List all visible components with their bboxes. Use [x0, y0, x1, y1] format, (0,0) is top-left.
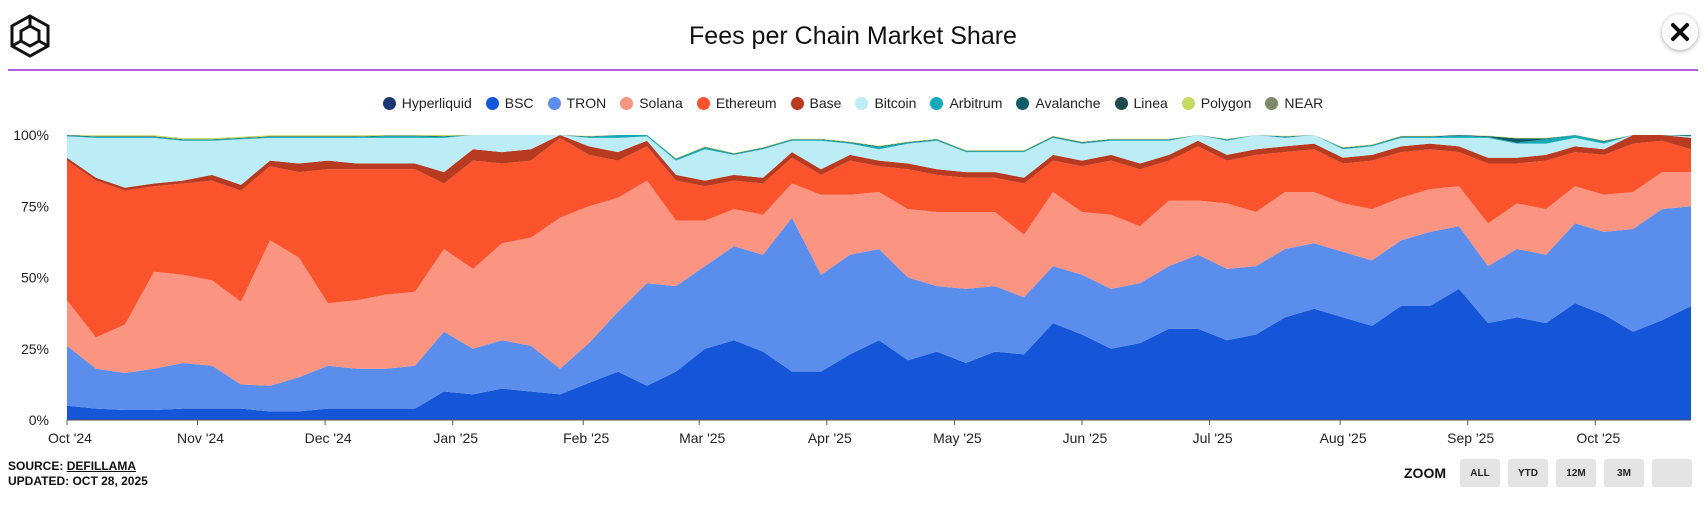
- legend-item-polygon[interactable]: Polygon: [1181, 95, 1252, 111]
- updated-date: UPDATED: OCT 28, 2025: [8, 474, 148, 488]
- x-tick-label: Dec '24: [305, 430, 352, 446]
- area-arbitrum[interactable]: [67, 135, 1691, 161]
- source-link[interactable]: DEFILLAMA: [66, 459, 137, 473]
- legend-item-solana[interactable]: Solana: [620, 95, 683, 111]
- close-button[interactable]: [1662, 14, 1698, 50]
- legend-item-linea[interactable]: Linea: [1114, 95, 1168, 111]
- area-bitcoin[interactable]: [67, 135, 1691, 188]
- x-tick-label: Oct '25: [1576, 430, 1620, 446]
- area-base[interactable]: [67, 135, 1691, 191]
- y-tick-label: 50%: [21, 270, 49, 286]
- legend-label: Bitcoin: [874, 95, 917, 111]
- legend-swatch: [930, 96, 944, 110]
- area-polygon[interactable]: [67, 135, 1691, 159]
- x-tick-label: Aug '25: [1320, 430, 1367, 446]
- logo-icon: [10, 14, 50, 58]
- legend-item-ethereum[interactable]: Ethereum: [696, 95, 777, 111]
- legend-item-avalanche[interactable]: Avalanche: [1016, 95, 1101, 111]
- close-icon: [1671, 23, 1689, 41]
- y-tick-label: 0%: [29, 412, 49, 428]
- legend-label: Linea: [1133, 95, 1168, 111]
- legend-label: Arbitrum: [949, 95, 1003, 111]
- zoom-ytd-button[interactable]: YTD: [1508, 459, 1548, 487]
- legend-swatch: [855, 96, 869, 110]
- legend-label: Polygon: [1200, 95, 1252, 111]
- x-tick-label: Jun '25: [1063, 430, 1108, 446]
- legend-label: TRON: [566, 95, 607, 111]
- legend-item-arbitrum[interactable]: Arbitrum: [930, 95, 1002, 111]
- legend-swatch: [1265, 96, 1279, 110]
- legend-label: Solana: [639, 95, 683, 111]
- legend-swatch: [382, 96, 396, 110]
- area-tron[interactable]: [67, 206, 1691, 412]
- legend-label: Base: [809, 95, 842, 111]
- legend-swatch: [1181, 96, 1195, 110]
- legend-item-hyperliquid[interactable]: Hyperliquid: [382, 95, 472, 111]
- legend-label: Hyperliquid: [401, 95, 472, 111]
- zoom-12m-button[interactable]: 12M: [1556, 459, 1596, 487]
- x-tick-label: Mar '25: [679, 430, 725, 446]
- x-tick-label: Jan '25: [433, 430, 478, 446]
- legend-swatch: [696, 96, 710, 110]
- legend-item-bsc[interactable]: BSC: [485, 95, 534, 111]
- legend-swatch: [1016, 96, 1030, 110]
- stacked-area-chart: 0% 25% 50% 75% 100% Oct '24 Nov '24 Dec '24 Jan …: [13, 127, 1691, 446]
- legend-label: Avalanche: [1035, 95, 1101, 111]
- zoom-label: ZOOM: [1404, 465, 1446, 481]
- zoom-controls: ZOOM ALL YTD 12M 3M: [1404, 459, 1692, 487]
- chart-legend: Hyperliquid BSC TRON Solana Ethereum Base Bitc…: [0, 95, 1706, 111]
- legend-label: BSC: [504, 95, 534, 111]
- x-tick-label: Nov '24: [177, 430, 224, 446]
- area-bsc[interactable]: [67, 288, 1691, 420]
- area-solana[interactable]: [67, 172, 1691, 386]
- source-label: SOURCE:: [8, 459, 64, 473]
- zoom-all-button[interactable]: ALL: [1460, 459, 1500, 487]
- source-note: SOURCE: DEFILLAMA UPDATED: OCT 28, 2025: [8, 459, 148, 489]
- legend-item-tron[interactable]: TRON: [547, 95, 607, 111]
- legend-swatch: [620, 96, 634, 110]
- x-tick-label: Jul '25: [1193, 430, 1233, 446]
- legend-label: NEAR: [1284, 95, 1324, 111]
- y-tick-label: 100%: [13, 127, 49, 143]
- header-divider: [8, 69, 1698, 71]
- x-tick-label: Feb '25: [563, 430, 609, 446]
- y-tick-label: 25%: [21, 341, 49, 357]
- legend-swatch: [790, 96, 804, 110]
- legend-item-near[interactable]: NEAR: [1265, 95, 1323, 111]
- x-tick-label: Apr '25: [808, 430, 852, 446]
- legend-swatch: [1114, 96, 1128, 110]
- legend-item-bitcoin[interactable]: Bitcoin: [855, 95, 916, 111]
- area-ethereum[interactable]: [67, 137, 1691, 338]
- legend-swatch: [485, 96, 499, 110]
- x-tick-label: Sep '25: [1447, 430, 1494, 446]
- x-tick-label: May '25: [933, 430, 982, 446]
- zoom-3m-button[interactable]: 3M: [1604, 459, 1644, 487]
- legend-label: Ethereum: [715, 95, 777, 111]
- y-tick-label: 75%: [21, 198, 49, 214]
- zoom-custom-button[interactable]: [1652, 459, 1692, 487]
- chart-title: Fees per Chain Market Share: [689, 22, 1017, 50]
- legend-swatch: [547, 96, 561, 110]
- legend-item-base[interactable]: Base: [790, 95, 842, 111]
- x-tick-label: Oct '24: [48, 430, 92, 446]
